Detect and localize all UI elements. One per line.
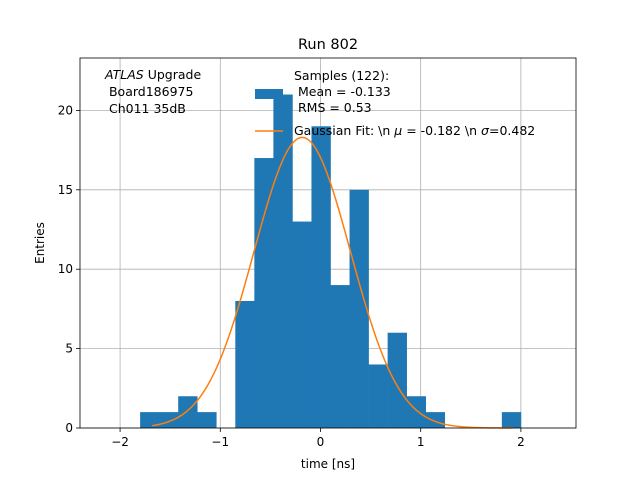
chart-title: Run 802 xyxy=(298,37,358,53)
histogram-bar xyxy=(387,332,407,428)
legend-samples-line-1: Samples (122): xyxy=(294,68,389,83)
y-tick-label: 15 xyxy=(58,183,73,197)
histogram-bar xyxy=(140,412,160,428)
x-tick-label: −2 xyxy=(111,435,129,449)
legend: Samples (122): Mean = -0.133 RMS = 0.53 … xyxy=(255,68,535,138)
histogram-bar xyxy=(178,396,198,428)
histogram-bar xyxy=(254,158,274,429)
histogram-bars xyxy=(140,94,522,429)
gaussian-fit-curve xyxy=(152,136,513,429)
legend-fit-part-1: Gaussian Fit: \n xyxy=(294,123,394,138)
legend-fit-label: Gaussian Fit: \n μ = -0.182 \n σ=0.482 xyxy=(294,123,535,138)
legend-samples-line-3: RMS = 0.53 xyxy=(294,100,372,115)
x-tick-label: 2 xyxy=(517,435,525,449)
histogram-bar xyxy=(330,285,350,428)
histogram-bar xyxy=(311,126,331,428)
histogram-bar xyxy=(406,396,426,428)
histogram-bar xyxy=(273,94,293,428)
annotation-upgrade: Upgrade xyxy=(144,67,202,82)
y-tick-label: 10 xyxy=(58,262,73,276)
x-axis-label: time [ns] xyxy=(301,457,355,471)
legend-fit-part-3: = -0.182 \n xyxy=(402,123,481,138)
legend-fit-part-5: =0.482 xyxy=(489,123,535,138)
histogram-bar xyxy=(349,189,369,428)
legend-fit-sigma: σ xyxy=(481,123,490,138)
y-axis-label: Entries xyxy=(33,222,47,264)
annotation-line-1: ATLAS Upgrade xyxy=(104,67,201,82)
annotation-atlas: ATLAS xyxy=(104,67,144,82)
annotation-line-2: Board186975 xyxy=(105,84,193,99)
histogram-bar xyxy=(197,412,217,428)
x-tick-label: −1 xyxy=(211,435,229,449)
legend-fit-mu: μ xyxy=(393,123,402,138)
histogram-bar xyxy=(235,300,255,428)
histogram-bar xyxy=(501,412,522,428)
x-tick-label: 1 xyxy=(417,435,425,449)
histogram-bar xyxy=(292,221,312,428)
y-tick-label: 0 xyxy=(65,421,73,435)
histogram-bar xyxy=(368,364,388,428)
y-tick-label: 20 xyxy=(58,103,73,117)
x-tick-label: 0 xyxy=(317,435,325,449)
legend-samples-line-2: Mean = -0.133 xyxy=(294,84,391,99)
y-tick-label: 5 xyxy=(65,342,73,356)
histogram-bar xyxy=(159,412,179,428)
x-axis-ticks: −2 −1 0 1 2 xyxy=(111,428,525,449)
legend-samples-swatch xyxy=(255,89,283,99)
plot-frame xyxy=(79,57,577,429)
histogram-bar xyxy=(425,412,446,428)
annotation-line-3: Ch011 35dB xyxy=(105,101,186,116)
y-axis-ticks: 0 5 10 15 20 xyxy=(58,103,80,435)
